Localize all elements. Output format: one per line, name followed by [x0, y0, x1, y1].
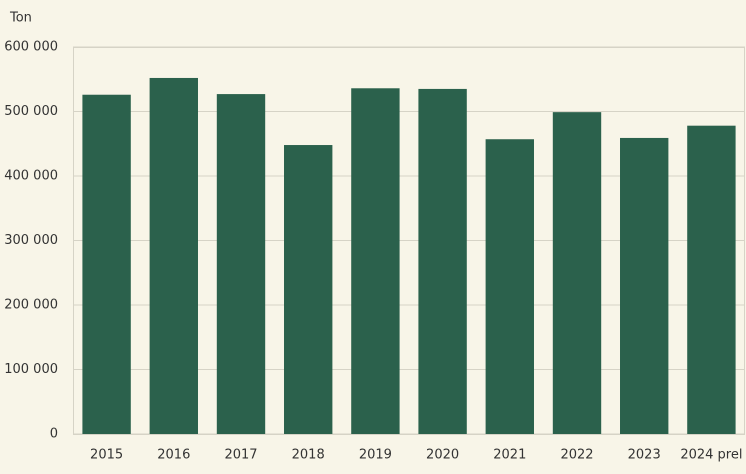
y-tick-label: 100 000: [4, 362, 58, 377]
bar: [687, 125, 736, 434]
y-tick-label: 0: [50, 427, 58, 442]
x-tick-label: 2019: [359, 448, 392, 463]
bar: [485, 139, 534, 435]
x-tick-label: 2021: [493, 448, 526, 463]
bar: [216, 94, 266, 435]
y-axis-label: Ton: [9, 11, 32, 26]
x-tick-label: 2020: [426, 448, 459, 463]
bar: [149, 77, 198, 435]
x-tick-label: 2023: [628, 448, 661, 463]
bar: [552, 112, 602, 435]
x-tick-label: 2022: [560, 448, 593, 463]
y-tick-label: 600 000: [4, 40, 58, 55]
bar: [82, 94, 131, 434]
y-tick-label: 200 000: [4, 298, 58, 313]
bar: [284, 145, 333, 435]
bar: [351, 88, 400, 434]
y-tick-label: 300 000: [4, 233, 58, 248]
x-tick-label: 2024 prel: [680, 448, 742, 463]
x-tick-label: 2018: [292, 448, 325, 463]
bar: [418, 88, 467, 435]
y-tick-label: 400 000: [4, 169, 58, 184]
x-tick-label: 2017: [224, 448, 257, 463]
y-tick-label: 500 000: [4, 104, 58, 119]
x-tick-label: 2016: [157, 448, 190, 463]
x-tick-label: 2015: [90, 448, 123, 463]
bar: [620, 137, 669, 434]
